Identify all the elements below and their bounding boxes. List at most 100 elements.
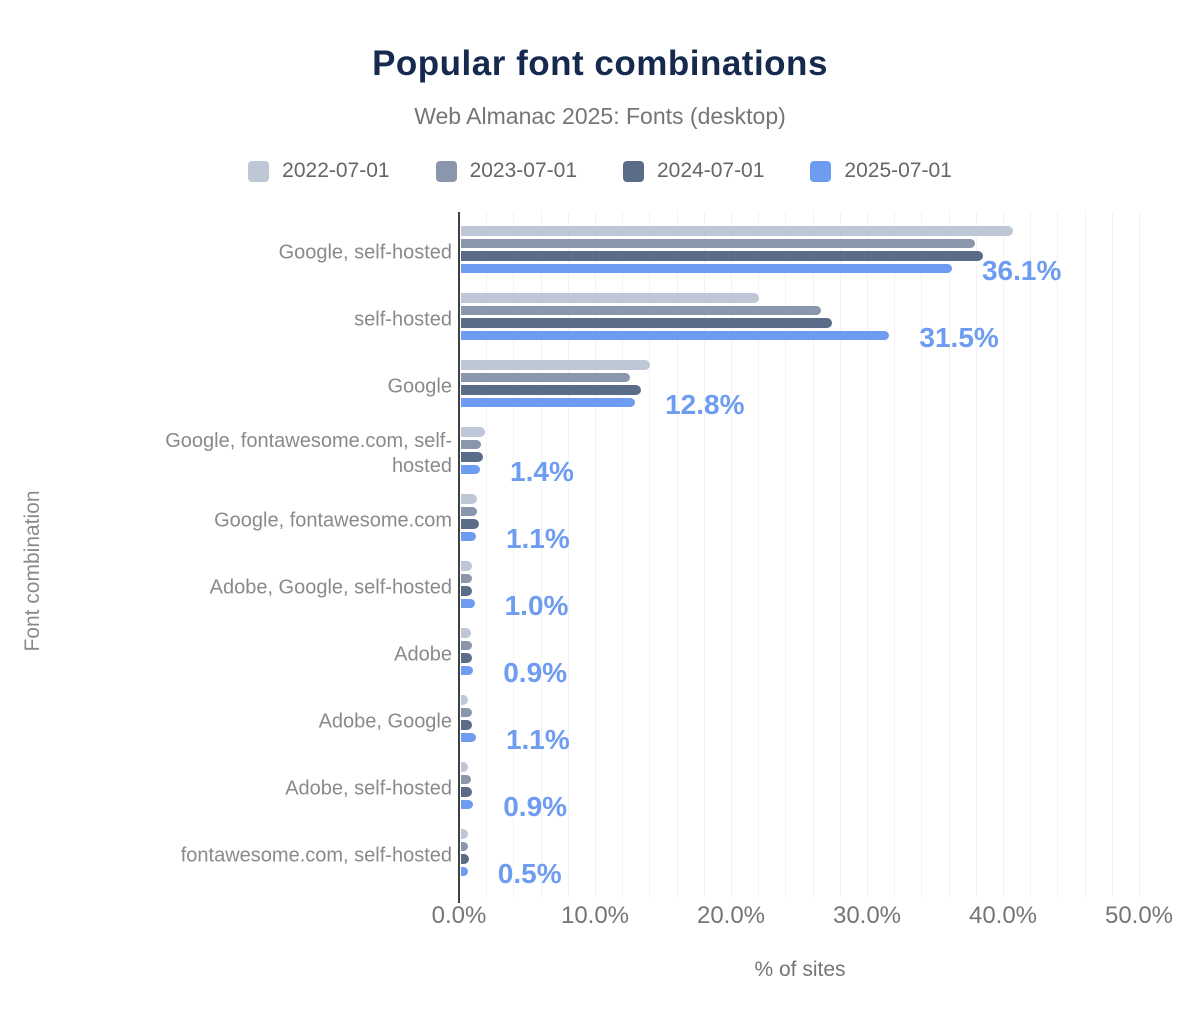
chart-subtitle: Web Almanac 2025: Fonts (desktop) (414, 103, 786, 129)
bar-2022-07-01[interactable] (461, 561, 472, 571)
value-label: 1.4% (510, 455, 574, 487)
gridline (703, 212, 705, 898)
bar-2024-07-01[interactable] (461, 385, 641, 395)
bar-2022-07-01[interactable] (461, 762, 468, 772)
bar-2024-07-01[interactable] (461, 519, 479, 529)
gridline (758, 212, 760, 898)
category-label: Adobe, Google (318, 710, 452, 732)
legend-item-2025-07-01[interactable]: 2025-07-01 (810, 159, 952, 183)
legend-swatch (810, 160, 832, 182)
value-label: 31.5% (919, 321, 999, 353)
bar-2023-07-01[interactable] (461, 774, 471, 784)
gridline (486, 212, 488, 898)
bar-2024-07-01[interactable] (461, 653, 472, 663)
bar-2024-07-01[interactable] (461, 720, 472, 730)
bar-2022-07-01[interactable] (461, 695, 468, 705)
bar-2025-07-01[interactable] (461, 330, 890, 340)
gridline (1057, 212, 1059, 898)
bar-2022-07-01[interactable] (461, 829, 468, 839)
gridline (567, 212, 569, 898)
bar-2022-07-01[interactable] (461, 628, 471, 638)
bar-2025-07-01[interactable] (461, 464, 481, 474)
gridline (1003, 212, 1004, 898)
bar-2023-07-01[interactable] (461, 640, 472, 650)
bar-2025-07-01[interactable] (461, 598, 475, 608)
legend: 2022-07-01 2023-07-01 2024-07-01 2025-07-01 (0, 159, 1200, 183)
category-label: Google, fontawesome.com, self-hosted (165, 429, 452, 477)
x-tick-label: 40.0% (968, 902, 1038, 929)
bar-2022-07-01[interactable] (461, 226, 1014, 236)
bar-2025-07-01[interactable] (461, 665, 474, 675)
gridline (540, 212, 542, 898)
gridline (1139, 212, 1140, 898)
bar-2023-07-01[interactable] (461, 439, 482, 449)
category-label: fontawesome.com, self-hosted (180, 844, 452, 866)
x-tick-label: 10.0% (560, 902, 630, 929)
value-label: 0.5% (497, 857, 562, 889)
bar-2025-07-01[interactable] (461, 263, 952, 273)
bar-2023-07-01[interactable] (461, 573, 472, 583)
gridline (595, 212, 596, 898)
bar-2023-07-01[interactable] (461, 841, 468, 851)
bar-2024-07-01[interactable] (461, 452, 483, 462)
bar-2023-07-01[interactable] (461, 372, 630, 382)
value-label: 12.8% (665, 388, 745, 420)
legend-label: 2025-07-01 (844, 159, 952, 182)
bar-2024-07-01[interactable] (461, 854, 470, 864)
bar-2024-07-01[interactable] (461, 787, 472, 797)
bar-2025-07-01[interactable] (461, 732, 476, 742)
value-label: 0.9% (503, 790, 568, 822)
legend-label: 2022-07-01 (282, 159, 390, 182)
gridline (1084, 212, 1086, 898)
gridline (1030, 212, 1032, 898)
legend-swatch (623, 160, 644, 182)
gridline (812, 212, 814, 898)
bar-2025-07-01[interactable] (461, 397, 636, 407)
value-label: 36.1% (981, 254, 1062, 286)
bar-2023-07-01[interactable] (461, 707, 472, 717)
category-label: Google, fontawesome.com (214, 509, 452, 531)
bar-2023-07-01[interactable] (461, 238, 976, 248)
x-tick-label: 30.0% (832, 902, 902, 929)
legend-item-2022-07-01[interactable]: 2022-07-01 (248, 159, 390, 183)
x-tick-label: 50.0% (1104, 902, 1174, 929)
category-label: self-hosted (354, 308, 452, 330)
category-label: Adobe (394, 643, 452, 665)
gridline (785, 212, 787, 898)
bar-2022-07-01[interactable] (461, 427, 486, 437)
bar-2022-07-01[interactable] (461, 494, 478, 504)
x-axis-title: % of sites (754, 958, 846, 981)
value-label: 0.9% (503, 656, 568, 688)
gridline (975, 212, 977, 898)
category-label: Adobe, self-hosted (285, 777, 452, 799)
bar-2024-07-01[interactable] (461, 251, 984, 261)
legend-swatch (248, 160, 270, 182)
bar-2025-07-01[interactable] (461, 799, 474, 809)
gridline (649, 212, 651, 898)
gridline (867, 212, 868, 898)
bar-2022-07-01[interactable] (461, 360, 651, 370)
legend-label: 2023-07-01 (469, 159, 577, 182)
gridline (839, 212, 841, 898)
bar-2025-07-01[interactable] (461, 866, 468, 876)
bar-2025-07-01[interactable] (461, 531, 476, 541)
bar-2022-07-01[interactable] (461, 293, 759, 303)
x-tick-label: 20.0% (696, 902, 766, 929)
legend-item-2023-07-01[interactable]: 2023-07-01 (435, 159, 577, 183)
gridline (948, 212, 950, 898)
gridline (731, 212, 732, 898)
value-label: 1.1% (505, 723, 570, 755)
bar-2024-07-01[interactable] (461, 318, 833, 328)
bar-2023-07-01[interactable] (461, 506, 478, 516)
legend-swatch (435, 160, 457, 182)
legend-label: 2024-07-01 (657, 159, 765, 182)
y-axis-line (458, 212, 460, 903)
x-tick-label: 0.0% (431, 902, 487, 929)
bar-2023-07-01[interactable] (461, 305, 822, 315)
category-label: Google, self-hosted (278, 241, 452, 263)
bar-2024-07-01[interactable] (461, 586, 472, 596)
gridline (921, 212, 923, 898)
gridline (676, 212, 678, 898)
legend-item-2024-07-01[interactable]: 2024-07-01 (623, 159, 764, 183)
